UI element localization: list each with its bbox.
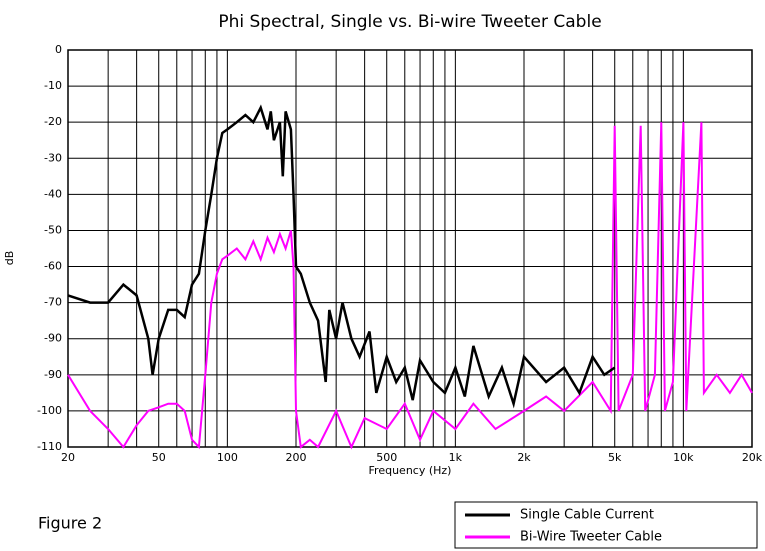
y-tick-label: -90	[44, 332, 62, 345]
legend-label: Single Cable Current	[520, 508, 654, 523]
x-tick-label: 100	[217, 451, 238, 464]
y-tick-label: -100	[37, 404, 62, 417]
y-tick-label: -40	[44, 187, 62, 200]
x-tick-label: 20k	[742, 451, 763, 464]
series-line	[67, 122, 753, 450]
x-tick-label: 10k	[673, 451, 694, 464]
y-tick-label: -20	[44, 115, 62, 128]
chart-title: Phi Spectral, Single vs. Bi-wire Tweeter…	[218, 12, 601, 32]
legend-box	[454, 501, 758, 549]
y-tick-label: -30	[44, 151, 62, 164]
annotation: Figure 2	[38, 514, 102, 533]
legend-label: Bi-Wire Tweeter Cable	[520, 530, 662, 545]
y-tick-label: -50	[44, 223, 62, 236]
y-tick-label: -70	[44, 296, 62, 309]
y-axis-label: dB	[3, 251, 16, 266]
y-tick-label: -60	[44, 260, 62, 273]
plot-area	[67, 49, 753, 448]
x-tick-label: 2k	[517, 451, 531, 464]
y-tick-label: -90	[44, 368, 62, 381]
y-tick-label: -10	[44, 79, 62, 92]
y-tick-label: -110	[37, 440, 62, 453]
x-tick-label: 200	[286, 451, 307, 464]
series-line	[67, 104, 616, 409]
x-tick-label: 20	[61, 451, 75, 464]
x-tick-label: 50	[152, 451, 166, 464]
y-tick-label: 0	[55, 43, 62, 56]
x-axis-label: Frequency (Hz)	[369, 464, 452, 477]
x-tick-label: 5k	[608, 451, 622, 464]
x-tick-label: 1k	[449, 451, 463, 464]
x-tick-label: 500	[376, 451, 397, 464]
